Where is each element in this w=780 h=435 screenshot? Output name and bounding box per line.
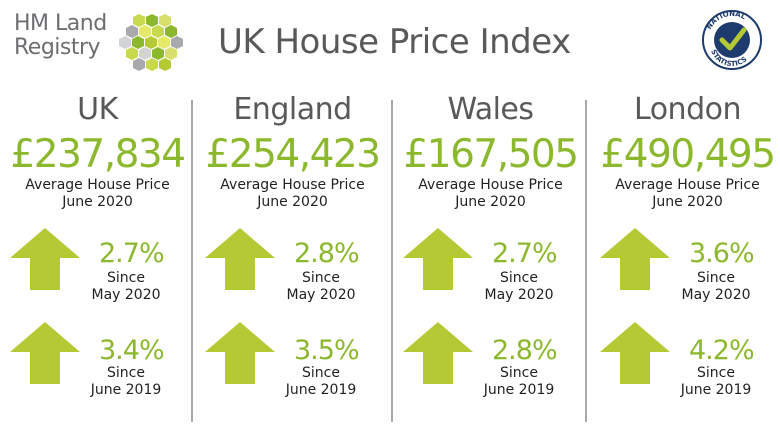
up-arrow-icon <box>205 228 275 290</box>
average-price: £167,505 <box>403 132 579 177</box>
average-price: £254,423 <box>205 132 381 177</box>
up-arrow-icon <box>205 322 275 384</box>
annual-since-label: Since <box>302 365 340 381</box>
logo-line-1: HM Land <box>14 11 107 36</box>
monthly-change-pct: 2.7% <box>99 238 165 269</box>
monthly-change-pct: 3.6% <box>689 238 755 269</box>
annual-since-label: Since <box>107 365 145 381</box>
region-column: London £490,495 Average House Price June… <box>590 90 780 435</box>
price-date: June 2020 <box>257 194 328 210</box>
logo-line-2: Registry <box>14 35 101 60</box>
monthly-ref-date: May 2020 <box>681 287 751 303</box>
monthly-ref-date: May 2020 <box>484 287 554 303</box>
annual-change-pct: 3.4% <box>99 335 165 366</box>
price-date: June 2020 <box>62 194 133 210</box>
region-column: UK £237,834 Average House Price June 202… <box>0 90 195 435</box>
up-arrow-icon <box>600 322 670 384</box>
monthly-since-label: Since <box>302 270 340 286</box>
annual-ref-date: June 2019 <box>285 382 357 398</box>
region-name: London <box>634 92 741 127</box>
region-name: Wales <box>447 92 534 127</box>
hex-cluster <box>119 14 183 71</box>
national-statistics-icon: NATIONAL STATISTICS <box>702 10 762 70</box>
price-caption: Average House Price <box>220 177 365 193</box>
column-divider <box>391 100 393 422</box>
page-title: UK House Price Index <box>218 22 571 62</box>
up-arrow-icon <box>10 228 80 290</box>
up-arrow-icon <box>403 228 473 290</box>
annual-change-pct: 3.5% <box>294 335 360 366</box>
monthly-change-pct: 2.8% <box>294 238 360 269</box>
average-price: £237,834 <box>10 132 186 177</box>
annual-change-pct: 2.8% <box>492 335 558 366</box>
column-divider <box>585 100 587 422</box>
region-name: England <box>233 92 352 127</box>
price-caption: Average House Price <box>418 177 563 193</box>
price-caption: Average House Price <box>615 177 760 193</box>
monthly-since-label: Since <box>697 270 735 286</box>
price-caption: Average House Price <box>25 177 170 193</box>
monthly-ref-date: May 2020 <box>91 287 161 303</box>
annual-ref-date: June 2019 <box>483 382 555 398</box>
region-column: England £254,423 Average House Price Jun… <box>195 90 390 435</box>
up-arrow-icon <box>10 322 80 384</box>
monthly-since-label: Since <box>500 270 538 286</box>
annual-ref-date: June 2019 <box>90 382 162 398</box>
annual-ref-date: June 2019 <box>680 382 752 398</box>
monthly-change-pct: 2.7% <box>492 238 558 269</box>
annual-since-label: Since <box>500 365 538 381</box>
price-date: June 2020 <box>455 194 526 210</box>
monthly-ref-date: May 2020 <box>286 287 356 303</box>
annual-change-pct: 4.2% <box>689 335 755 366</box>
region-name: UK <box>77 92 118 127</box>
hm-land-registry-logo: HM Land Registry <box>14 12 107 60</box>
hm-land-registry-hex-icon <box>119 14 183 71</box>
column-divider <box>191 100 193 422</box>
price-date: June 2020 <box>652 194 723 210</box>
up-arrow-icon <box>403 322 473 384</box>
region-column: Wales £167,505 Average House Price June … <box>393 90 588 435</box>
average-price: £490,495 <box>600 132 776 177</box>
annual-since-label: Since <box>697 365 735 381</box>
up-arrow-icon <box>600 228 670 290</box>
monthly-since-label: Since <box>107 270 145 286</box>
